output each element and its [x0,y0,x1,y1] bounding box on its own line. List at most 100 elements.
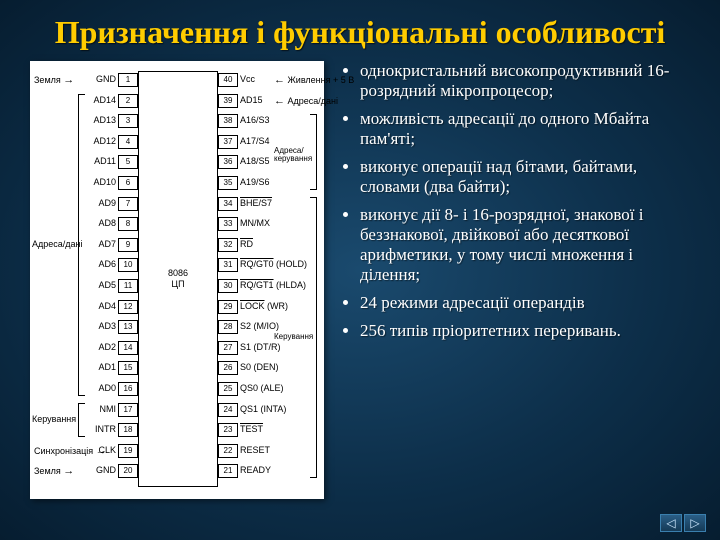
signal-left: AD4 [98,302,116,311]
pin-right: 29 [218,300,238,314]
pin-right: 28 [218,320,238,334]
signal-right: A18/S5 [240,157,270,166]
signal-right: S0 (DEN) [240,363,279,372]
signal-right: READY [240,466,271,475]
pin-left: 1 [118,73,138,87]
signal-right: Vcc [240,75,255,84]
signal-right: A19/S6 [240,178,270,187]
nav-buttons: ◁ ▷ [660,514,706,532]
signal-right: RD [240,240,253,249]
signal-left: GND [96,466,116,475]
pin-left: 5 [118,155,138,169]
pin-left: 20 [118,464,138,478]
pin-right: 23 [218,423,238,437]
pinout-diagram: 8086 ЦП 1GND40Vcc2AD1439AD153AD1338A16/S… [30,61,324,499]
annotation-right: Адреса/керування [274,147,322,163]
annotation-right: Керування [274,333,322,341]
bullet-item: виконує операції над бітами, байтами, сл… [360,157,692,197]
content-row: 8086 ЦП 1GND40Vcc2AD1439AD153AD1338A16/S… [0,51,720,499]
prev-button[interactable]: ◁ [660,514,682,532]
page-title: Призначення і функціональні особливості [0,0,720,51]
chip-body: 8086 ЦП [138,71,218,487]
pin-left: 11 [118,279,138,293]
bullet-item: можливість адресації до одного Мбайта па… [360,109,692,149]
signal-left: AD10 [93,178,116,187]
pin-right: 32 [218,238,238,252]
annotation-right: ← Живлення + 5 В [274,75,354,86]
pin-left: 17 [118,403,138,417]
signal-left: AD6 [98,260,116,269]
pin-left: 2 [118,94,138,108]
pin-left: 15 [118,361,138,375]
signal-right: LOCK (WR) [240,302,288,311]
annotation-left: Синхронізація → [34,446,107,457]
signal-right: AD15 [240,96,263,105]
signal-right: S1 (DT/R) [240,343,281,352]
pin-right: 38 [218,114,238,128]
pin-left: 8 [118,217,138,231]
signal-right: RQ/GT0 (HOLD) [240,260,307,269]
bullet-list: однокристальний високопродуктивний 16-ро… [338,61,692,499]
signal-left: AD14 [93,96,116,105]
signal-left: AD1 [98,363,116,372]
pin-right: 30 [218,279,238,293]
pin-left: 4 [118,135,138,149]
signal-right: RESET [240,446,270,455]
bullet-item: виконує дії 8- і 16-розрядної, знакової … [360,205,692,285]
annotation-left: Земля → [34,466,74,477]
bullet-item: 24 режими адресації операндів [360,293,692,313]
signal-left: AD9 [98,199,116,208]
signal-left: AD7 [98,240,116,249]
signal-left: AD8 [98,219,116,228]
signal-right: A17/S4 [240,137,270,146]
pin-right: 25 [218,382,238,396]
signal-right: S2 (M/IO) [240,322,279,331]
chip-label: 8086 ЦП [168,268,188,290]
annotation-right: ← Адреса/дані [274,96,338,107]
pin-right: 39 [218,94,238,108]
annotation-left: Адреса/дані [32,240,83,249]
pin-right: 34 [218,197,238,211]
pin-left: 14 [118,341,138,355]
signal-left: INTR [95,425,116,434]
next-button[interactable]: ▷ [684,514,706,532]
signal-right: BHE/S7 [240,199,272,208]
signal-left: AD3 [98,322,116,331]
annotation-left: Земля → [34,75,74,86]
pin-left: 7 [118,197,138,211]
bullet-item: 256 типів пріоритетних переривань. [360,321,692,341]
signal-right: A16/S3 [240,116,270,125]
pin-left: 19 [118,444,138,458]
signal-left: AD0 [98,384,116,393]
pin-left: 9 [118,238,138,252]
bullet-item: однокристальний високопродуктивний 16-ро… [360,61,692,101]
signal-right: QS0 (ALE) [240,384,284,393]
signal-left: AD13 [93,116,116,125]
pin-right: 26 [218,361,238,375]
annotation-left: Керування [32,415,76,424]
pin-left: 13 [118,320,138,334]
pin-left: 16 [118,382,138,396]
pin-right: 31 [218,258,238,272]
pin-right: 21 [218,464,238,478]
signal-left: NMI [100,405,117,414]
signal-right: RQ/GT1 (HLDA) [240,281,306,290]
pin-right: 33 [218,217,238,231]
pin-left: 12 [118,300,138,314]
signal-left: AD2 [98,343,116,352]
signal-left: AD11 [94,157,116,166]
pin-left: 18 [118,423,138,437]
pin-right: 35 [218,176,238,190]
signal-left: AD5 [98,281,116,290]
pin-right: 24 [218,403,238,417]
pin-left: 10 [118,258,138,272]
pin-right: 40 [218,73,238,87]
signal-left: AD12 [93,137,116,146]
signal-right: TEST [240,425,263,434]
signal-right: MN/MX [240,219,270,228]
signal-right: QS1 (INTA) [240,405,286,414]
pin-right: 27 [218,341,238,355]
pin-right: 37 [218,135,238,149]
signal-left: GND [96,75,116,84]
pin-left: 6 [118,176,138,190]
